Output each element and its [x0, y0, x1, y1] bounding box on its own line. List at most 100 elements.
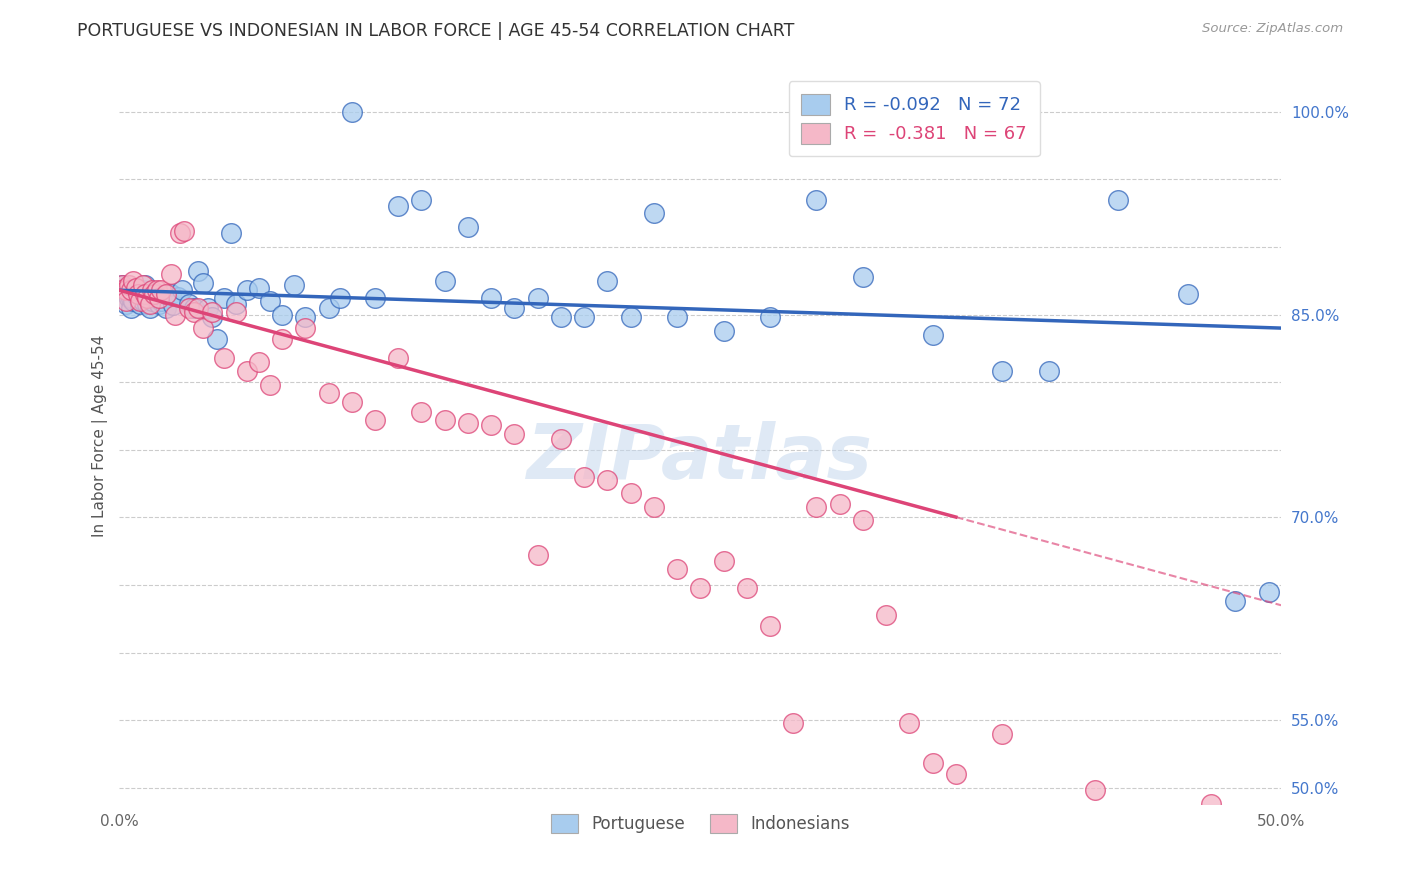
- Point: [991, 727, 1014, 741]
- Point: [141, 294, 163, 309]
- Point: [991, 364, 1014, 378]
- Point: [127, 287, 149, 301]
- Point: [165, 308, 187, 322]
- Point: [129, 294, 152, 309]
- Point: [479, 291, 502, 305]
- Point: [197, 301, 219, 315]
- Point: [852, 269, 875, 284]
- Point: [205, 332, 228, 346]
- Point: [212, 351, 235, 365]
- Point: [550, 310, 572, 325]
- Point: [125, 287, 148, 301]
- Point: [1107, 193, 1129, 207]
- Point: [503, 301, 526, 315]
- Point: [503, 426, 526, 441]
- Y-axis label: In Labor Force | Age 45-54: In Labor Force | Age 45-54: [93, 335, 108, 537]
- Point: [875, 607, 897, 622]
- Point: [259, 377, 281, 392]
- Point: [1258, 584, 1281, 599]
- Point: [283, 277, 305, 292]
- Point: [364, 413, 387, 427]
- Point: [294, 321, 316, 335]
- Point: [115, 297, 138, 311]
- Point: [145, 287, 167, 301]
- Text: Source: ZipAtlas.com: Source: ZipAtlas.com: [1202, 22, 1343, 36]
- Point: [173, 224, 195, 238]
- Point: [136, 297, 159, 311]
- Point: [852, 513, 875, 527]
- Point: [115, 283, 138, 297]
- Point: [134, 287, 156, 301]
- Point: [179, 301, 201, 315]
- Point: [898, 715, 921, 730]
- Point: [318, 386, 340, 401]
- Point: [136, 291, 159, 305]
- Point: [159, 267, 181, 281]
- Point: [689, 581, 711, 595]
- Point: [294, 310, 316, 325]
- Point: [159, 287, 181, 301]
- Point: [713, 324, 735, 338]
- Point: [162, 298, 184, 312]
- Point: [118, 283, 141, 297]
- Point: [143, 291, 166, 305]
- Point: [411, 405, 433, 419]
- Point: [225, 305, 247, 319]
- Point: [433, 274, 456, 288]
- Point: [1038, 364, 1060, 378]
- Point: [735, 581, 758, 595]
- Point: [225, 297, 247, 311]
- Point: [118, 277, 141, 292]
- Point: [131, 283, 153, 297]
- Legend: Portuguese, Indonesians: Portuguese, Indonesians: [544, 807, 856, 839]
- Point: [433, 413, 456, 427]
- Point: [201, 305, 224, 319]
- Point: [247, 355, 270, 369]
- Point: [111, 277, 134, 292]
- Point: [187, 301, 209, 315]
- Point: [129, 297, 152, 311]
- Point: [115, 280, 138, 294]
- Point: [387, 199, 409, 213]
- Point: [596, 473, 619, 487]
- Point: [643, 500, 665, 514]
- Point: [828, 497, 851, 511]
- Point: [806, 500, 828, 514]
- Point: [806, 193, 828, 207]
- Point: [191, 277, 214, 291]
- Point: [187, 264, 209, 278]
- Point: [148, 291, 170, 305]
- Point: [145, 283, 167, 297]
- Point: [526, 291, 548, 305]
- Point: [191, 321, 214, 335]
- Point: [259, 294, 281, 309]
- Text: ZIPatlas: ZIPatlas: [527, 421, 873, 495]
- Point: [619, 310, 641, 325]
- Point: [111, 277, 134, 292]
- Point: [219, 227, 242, 241]
- Point: [921, 756, 943, 771]
- Point: [138, 297, 160, 311]
- Point: [131, 277, 153, 292]
- Point: [125, 280, 148, 294]
- Point: [120, 291, 142, 305]
- Text: PORTUGUESE VS INDONESIAN IN LABOR FORCE | AGE 45-54 CORRELATION CHART: PORTUGUESE VS INDONESIAN IN LABOR FORCE …: [77, 22, 794, 40]
- Point: [201, 310, 224, 325]
- Point: [572, 470, 595, 484]
- Point: [666, 310, 689, 325]
- Point: [271, 308, 294, 322]
- Point: [1223, 594, 1246, 608]
- Point: [131, 294, 153, 309]
- Point: [247, 280, 270, 294]
- Point: [122, 294, 145, 309]
- Point: [340, 104, 363, 119]
- Point: [141, 283, 163, 297]
- Point: [127, 290, 149, 304]
- Point: [112, 285, 135, 299]
- Point: [318, 301, 340, 315]
- Point: [411, 193, 433, 207]
- Point: [212, 291, 235, 305]
- Point: [364, 291, 387, 305]
- Point: [148, 297, 170, 311]
- Point: [387, 351, 409, 365]
